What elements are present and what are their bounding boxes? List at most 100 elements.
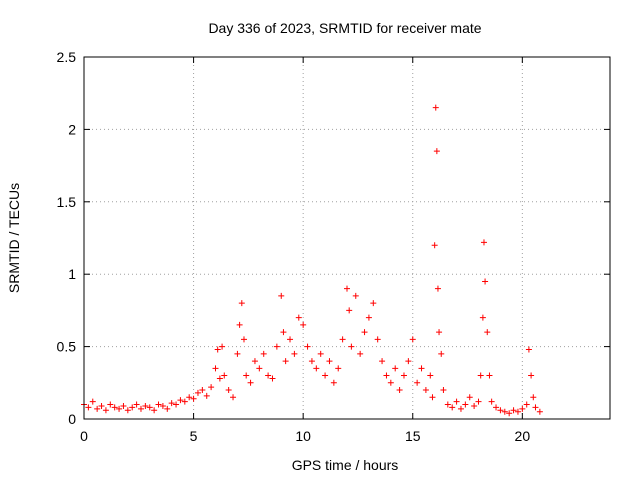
data-point xyxy=(221,372,228,379)
data-point xyxy=(414,379,421,386)
data-point xyxy=(98,402,105,409)
data-point xyxy=(431,242,438,249)
data-point xyxy=(155,401,162,408)
data-point xyxy=(322,372,329,379)
y-tick-label: 1.5 xyxy=(57,194,77,210)
data-point xyxy=(273,343,280,350)
data-point xyxy=(278,292,285,299)
data-point xyxy=(493,404,500,411)
data-point xyxy=(392,365,399,372)
data-point xyxy=(282,358,289,365)
data-point xyxy=(234,350,241,357)
data-point xyxy=(111,404,118,411)
data-point xyxy=(159,402,166,409)
data-point xyxy=(177,397,184,404)
x-tick-label: 0 xyxy=(80,428,88,444)
data-point xyxy=(142,402,149,409)
data-point xyxy=(405,358,412,365)
data-point xyxy=(427,372,434,379)
x-tick-label: 20 xyxy=(515,428,531,444)
data-point xyxy=(475,398,482,405)
data-point xyxy=(348,343,355,350)
data-points xyxy=(81,104,543,417)
data-point xyxy=(199,387,206,394)
data-point xyxy=(400,372,407,379)
data-point xyxy=(85,404,92,411)
data-point xyxy=(335,365,342,372)
data-point xyxy=(339,336,346,343)
data-point xyxy=(480,239,487,246)
data-point xyxy=(357,350,364,357)
data-point xyxy=(484,329,491,336)
x-axis: 0 5 10 15 20 xyxy=(80,57,530,444)
data-point xyxy=(438,350,445,357)
chart-title: Day 336 of 2023, SRMTID for receiver mat… xyxy=(208,20,481,36)
data-point xyxy=(528,372,535,379)
data-point xyxy=(387,379,394,386)
data-point xyxy=(102,407,109,414)
data-point xyxy=(194,389,201,396)
data-point xyxy=(116,405,123,412)
data-point xyxy=(225,387,232,394)
data-point xyxy=(444,401,451,408)
data-point xyxy=(308,358,315,365)
data-point xyxy=(216,375,223,382)
data-point xyxy=(488,398,495,405)
data-point xyxy=(280,329,287,336)
data-point xyxy=(89,398,96,405)
data-point xyxy=(432,104,439,111)
data-point xyxy=(219,343,226,350)
y-axis-label: SRMTID / TECUs xyxy=(6,183,22,293)
data-point xyxy=(482,278,489,285)
data-point xyxy=(317,350,324,357)
data-point xyxy=(164,405,171,412)
data-point xyxy=(295,314,302,321)
data-point xyxy=(525,346,532,353)
data-point xyxy=(466,394,473,401)
data-point xyxy=(409,336,416,343)
y-axis: 0 0.5 1 1.5 2 2.5 xyxy=(57,49,610,427)
data-point xyxy=(94,405,101,412)
data-point xyxy=(186,394,193,401)
data-point xyxy=(365,314,372,321)
data-point xyxy=(300,321,307,328)
data-point xyxy=(523,401,530,408)
data-point xyxy=(124,407,131,414)
data-point xyxy=(173,401,180,408)
data-point xyxy=(129,404,136,411)
x-axis-label: GPS time / hours xyxy=(292,457,399,473)
plot-frame xyxy=(83,56,611,420)
data-point xyxy=(256,365,263,372)
data-point xyxy=(486,372,493,379)
data-point xyxy=(361,329,368,336)
y-tick-label: 2.5 xyxy=(57,49,77,65)
data-point xyxy=(532,404,539,411)
data-point xyxy=(429,394,436,401)
data-point xyxy=(269,375,276,382)
x-tick-label: 5 xyxy=(190,428,198,444)
data-point xyxy=(251,358,258,365)
data-point xyxy=(370,300,377,307)
data-point xyxy=(265,372,272,379)
data-point xyxy=(374,336,381,343)
y-tick-label: 0.5 xyxy=(57,339,77,355)
data-point xyxy=(519,405,526,412)
data-point xyxy=(422,387,429,394)
data-point xyxy=(434,285,441,292)
data-point xyxy=(436,329,443,336)
data-point xyxy=(462,401,469,408)
data-point xyxy=(379,358,386,365)
data-point xyxy=(497,407,504,414)
data-point xyxy=(208,384,215,391)
data-point xyxy=(243,372,250,379)
data-point xyxy=(313,365,320,372)
data-point xyxy=(477,372,484,379)
data-point xyxy=(291,350,298,357)
data-point xyxy=(146,404,153,411)
data-point xyxy=(330,379,337,386)
data-point xyxy=(247,379,254,386)
data-point xyxy=(383,372,390,379)
data-point xyxy=(168,400,175,407)
data-point xyxy=(181,398,188,405)
